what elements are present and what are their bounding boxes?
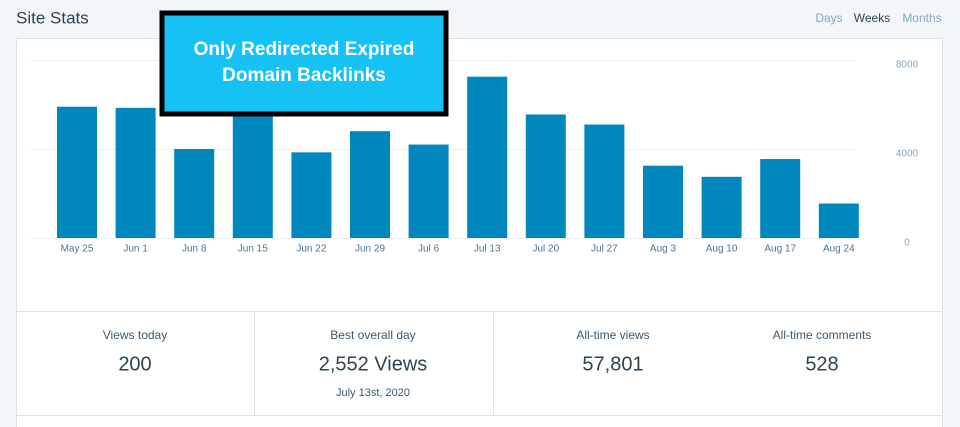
stat-label: All-time comments	[773, 328, 872, 342]
x-tick-label: Jul 27	[591, 244, 618, 255]
x-tick-label: May 25	[61, 244, 94, 255]
stat-value: 57,801	[582, 353, 643, 375]
bar[interactable]	[643, 165, 683, 238]
x-tick-label: Aug 3	[650, 244, 677, 255]
x-tick-label: Jun 29	[355, 244, 385, 255]
y-tick-label: 4000	[896, 149, 919, 160]
bar[interactable]	[291, 152, 332, 238]
x-tick-label: Jun 15	[238, 244, 268, 255]
tabs: Days Weeks Months	[815, 11, 941, 25]
x-tick-label: Jun 22	[296, 244, 326, 255]
stat-label: All-time views	[576, 328, 649, 342]
bar[interactable]	[818, 203, 859, 238]
x-tick-label: Jul 13	[474, 244, 501, 255]
bar[interactable]	[174, 149, 215, 238]
bar[interactable]	[350, 131, 390, 238]
x-tick-label: Aug 17	[764, 244, 796, 255]
stat-sub: July 13st, 2020	[336, 387, 410, 399]
overlay-banner	[159, 10, 449, 117]
bar[interactable]	[584, 124, 625, 238]
stat-value: 2,552 Views	[319, 353, 428, 375]
bar[interactable]	[115, 107, 156, 239]
y-tick-label: 8000	[896, 60, 919, 71]
x-tick-label: Aug 24	[823, 244, 855, 255]
tab[interactable]: Months	[902, 11, 941, 25]
x-tick-label: Jul 20	[532, 244, 559, 255]
stats-row: Views today 200 Best overall day 2,552 View…	[103, 328, 872, 399]
tab[interactable]: Weeks	[854, 11, 890, 25]
bar[interactable]	[701, 176, 742, 238]
x-tick-label: Jun 1	[123, 244, 148, 255]
x-tick-label: Aug 10	[706, 244, 738, 255]
overlay-text: Domain Backlinks	[222, 65, 386, 86]
bar[interactable]	[408, 144, 449, 238]
x-tick-label: Jul 6	[418, 244, 440, 255]
bar[interactable]	[232, 111, 273, 238]
page-title: Site Stats	[16, 8, 89, 27]
bar[interactable]	[760, 159, 801, 238]
stat-label: Views today	[103, 328, 167, 342]
y-tick-label: 0	[904, 238, 910, 249]
stat-value: 200	[118, 353, 151, 375]
overlay-text: Only Redirected Expired	[194, 39, 415, 60]
bar[interactable]	[467, 76, 508, 238]
x-tick-label: Jun 8	[182, 244, 207, 255]
bar[interactable]	[57, 106, 97, 238]
stat-label: Best overall day	[330, 328, 415, 342]
stat-value: 528	[805, 353, 838, 375]
tab[interactable]: Days	[815, 11, 842, 25]
bar[interactable]	[525, 114, 566, 238]
